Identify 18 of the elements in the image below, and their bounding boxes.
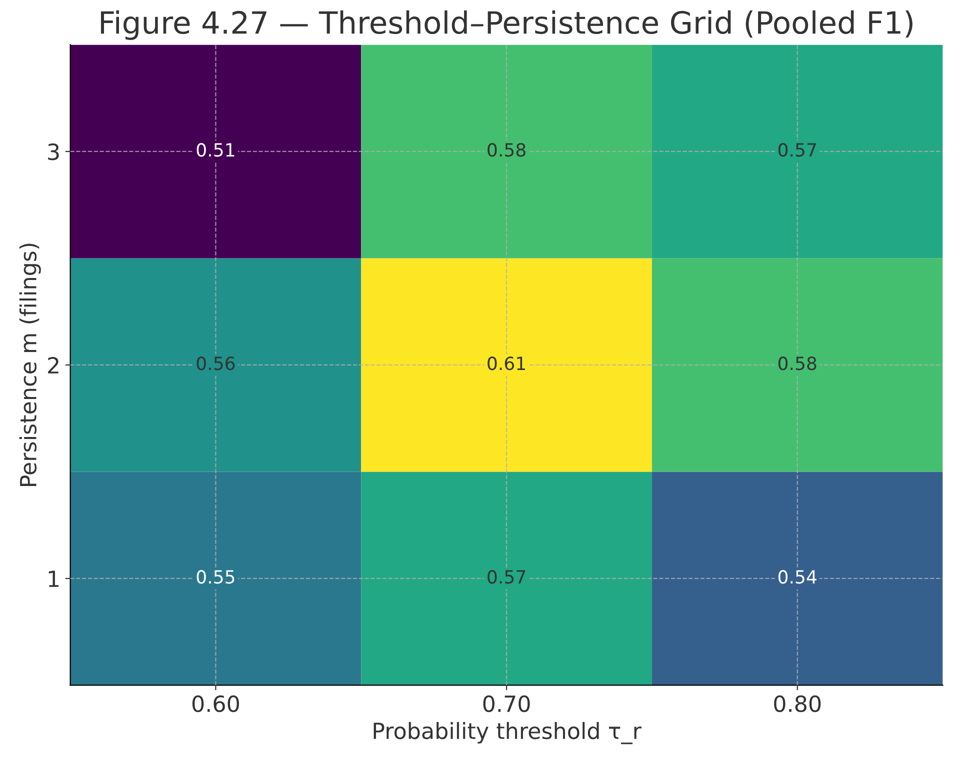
x-tick-label: 0.70 <box>483 695 530 712</box>
data-label: 0.58 <box>488 143 526 157</box>
data-label: 0.57 <box>778 143 816 157</box>
x-axis-title: Probability threshold τ_r <box>374 722 642 744</box>
data-label: 0.55 <box>196 570 234 584</box>
y-tick-label: 1 <box>48 570 59 587</box>
data-label: 0.54 <box>778 570 816 584</box>
data-label: 0.57 <box>488 570 526 584</box>
data-label: 0.51 <box>196 143 234 157</box>
y-tick-label: 2 <box>48 356 58 374</box>
x-tick-label: 0.60 <box>192 695 239 712</box>
data-label: 0.61 <box>488 356 525 370</box>
chart-title: Figure 4.27 — Threshold–Persistence Grid (Pooled F1) <box>100 10 912 40</box>
data-label: 0.56 <box>196 356 235 370</box>
x-tick-label: 0.80 <box>774 695 821 712</box>
y-tick-label: 3 <box>48 143 59 160</box>
data-label: 0.58 <box>778 356 816 370</box>
y-axis-title: Persistence m (filings) <box>19 244 41 486</box>
